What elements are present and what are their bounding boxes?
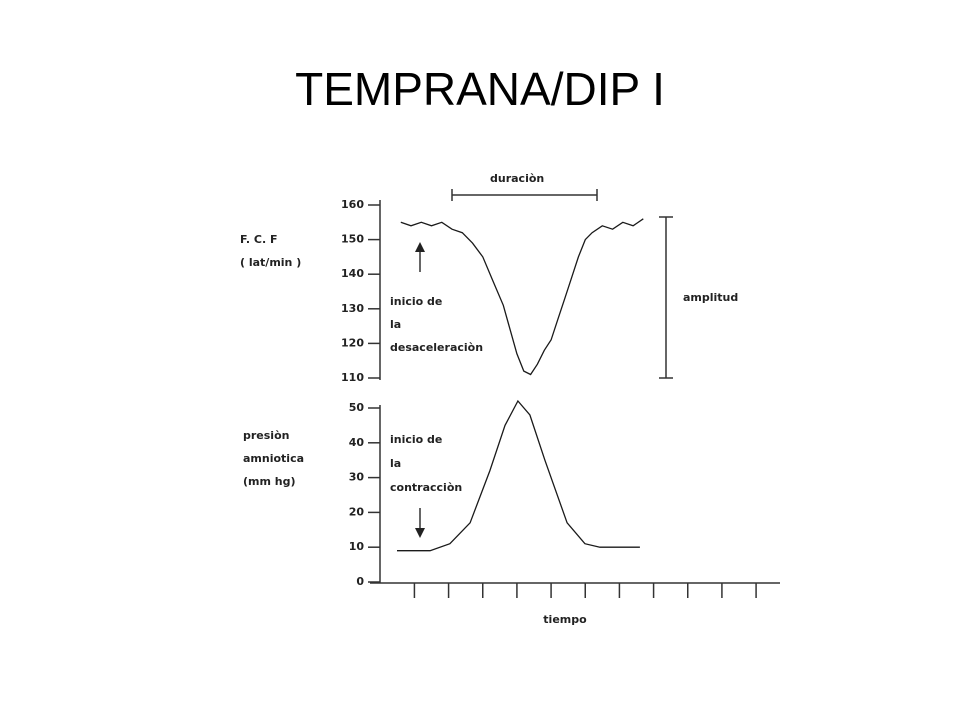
annotation: duraciòn: [490, 172, 544, 185]
y-axis-label: F. C. F: [240, 233, 278, 246]
annotation: la: [390, 318, 401, 331]
annotation: amplitud: [683, 291, 738, 304]
y-axis-label: ( lat/min ): [240, 256, 301, 269]
y-tick-label: 30: [349, 471, 365, 484]
y-axis-label: (mm hg): [243, 475, 296, 488]
y-tick-label: 130: [341, 302, 364, 315]
arrow-head: [415, 528, 425, 538]
y-tick-label: 110: [341, 371, 364, 384]
annotation: la: [390, 457, 401, 470]
y-axis-label: amniotica: [243, 452, 304, 465]
annotation: inicio de: [390, 295, 442, 308]
y-tick-label: 140: [341, 267, 364, 280]
y-tick-label: 20: [349, 505, 365, 518]
annotation: inicio de: [390, 433, 442, 446]
slide-title: TEMPRANA/DIP I: [295, 63, 665, 115]
y-tick-label: 160: [341, 198, 364, 211]
data-line: [400, 218, 644, 376]
y-tick-label: 0: [356, 575, 364, 588]
y-tick-label: 10: [349, 540, 365, 553]
x-axis-label: tiempo: [543, 613, 587, 626]
annotation: contracciòn: [390, 481, 462, 494]
arrow-head: [415, 242, 425, 252]
y-tick-label: 120: [341, 336, 364, 349]
y-tick-label: 150: [341, 233, 364, 246]
annotation: desaceleraciòn: [390, 341, 483, 354]
data-line: [397, 399, 640, 552]
y-tick-label: 50: [349, 401, 365, 414]
y-axis-label: presiòn: [243, 429, 289, 442]
y-tick-label: 40: [349, 436, 365, 449]
